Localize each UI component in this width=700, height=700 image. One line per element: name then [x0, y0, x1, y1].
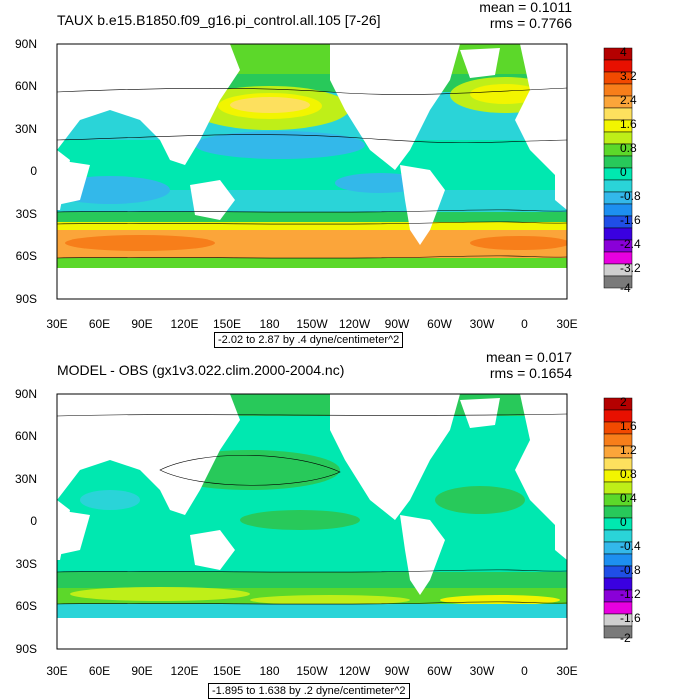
- bottom-contours: [57, 413, 567, 605]
- bottom-map-title: MODEL - OBS (gx1v3.022.clim.2000-2004.nc…: [57, 362, 345, 378]
- top-rms-value: rms = 0.7766: [489, 15, 572, 31]
- colorbar-label: -0.8: [620, 189, 641, 203]
- lat-label: 0: [30, 164, 37, 178]
- lon-label: 30W: [470, 317, 495, 331]
- colorbar-swatch: [603, 155, 633, 169]
- colorbar-swatch: [603, 47, 633, 61]
- bottom-contour-info: -1.895 to 1.638 by .2 dyne/centimeter^2: [208, 683, 410, 699]
- lon-label: 120E: [170, 317, 198, 331]
- lon-label: 0: [521, 664, 528, 678]
- colorbar-label: 1.2: [620, 443, 637, 457]
- lat-label: 60S: [16, 249, 37, 263]
- bottom-colorbar-labels: 2 1.6 1.2 0.8 0.4 0 -0.4 -0.8 -1.2 -1.6 …: [620, 395, 641, 645]
- lat-label: 90S: [16, 642, 37, 656]
- colorbar-label: 4: [620, 45, 627, 59]
- colorbar-label: -3.2: [620, 261, 641, 275]
- lat-label: 60N: [15, 429, 37, 443]
- lon-label: 30W: [470, 664, 495, 678]
- lat-label: 30N: [15, 122, 37, 136]
- top-map-title: TAUX b.e15.B1850.f09_g16.pi_control.all.…: [57, 12, 381, 28]
- lon-label: 150W: [296, 317, 328, 331]
- lon-label: 60E: [89, 317, 110, 331]
- colorbar-label: -2: [620, 631, 631, 645]
- top-map-panel: TAUX b.e15.B1850.f09_g16.pi_control.all.…: [15, 0, 641, 348]
- top-lat-axis: 90N 60N 30N 0 30S 60S 90S: [15, 37, 37, 306]
- lon-label: 90E: [131, 664, 152, 678]
- lon-label: 120E: [170, 664, 198, 678]
- top-map-plot: 90N 60N 30N 0 30S 60S 90S 30E 60E 90E 12…: [15, 37, 641, 331]
- colorbar-label: 0.4: [620, 491, 637, 505]
- colorbar-label: 3.2: [620, 69, 637, 83]
- lon-label: 90W: [385, 664, 410, 678]
- lat-label: 60S: [16, 599, 37, 613]
- lat-label: 30N: [15, 472, 37, 486]
- lon-label: 90E: [131, 317, 152, 331]
- colorbar-label: 0: [620, 515, 627, 529]
- bottom-lat-axis: 90N 60N 30N 0 30S 60S 90S: [15, 387, 37, 656]
- colorbar-label: 1.6: [620, 117, 637, 131]
- lon-label: 0: [521, 317, 528, 331]
- colorbar-swatch: [603, 505, 633, 519]
- bottom-mean-value: mean = 0.017: [485, 349, 572, 365]
- colorbar-swatch: [603, 625, 633, 639]
- top-continents: [57, 44, 567, 299]
- lat-label: 90N: [15, 387, 37, 401]
- colorbar-label: -1.2: [620, 587, 641, 601]
- colorbar-label: 1.6: [620, 419, 637, 433]
- top-colorbar-labels: 4 3.2 2.4 1.6 0.8 0 -0.8 -1.6 -2.4 -3.2 …: [620, 45, 641, 295]
- top-contours: [57, 87, 567, 259]
- lat-label: 60N: [15, 79, 37, 93]
- lat-label: 30S: [16, 557, 37, 571]
- colorbar-label: 2: [620, 395, 627, 409]
- lon-label: 30E: [46, 664, 67, 678]
- lon-label: 150E: [213, 664, 241, 678]
- bottom-map-field: [57, 394, 567, 649]
- lon-label: 150E: [213, 317, 241, 331]
- lon-label: 120W: [339, 664, 371, 678]
- colorbar-swatch: [603, 517, 633, 531]
- top-colorbar: [603, 47, 633, 289]
- colorbar-label: 0: [620, 165, 627, 179]
- colorbar-label: 2.4: [620, 93, 637, 107]
- lat-label: 90S: [16, 292, 37, 306]
- colorbar-label: 0.8: [620, 141, 637, 155]
- lon-label: 90W: [385, 317, 410, 331]
- bottom-map-plot: 90N 60N 30N 0 30S 60S 90S 30E 60E 90E 12…: [15, 387, 641, 678]
- top-map-field: [57, 44, 567, 299]
- colorbar-label: -4: [620, 281, 631, 295]
- lon-label: 60W: [427, 664, 452, 678]
- bottom-rms-value: rms = 0.1654: [489, 365, 572, 381]
- lat-label: 90N: [15, 37, 37, 51]
- lon-label: 60W: [427, 317, 452, 331]
- lon-label: 30E: [46, 317, 67, 331]
- top-lon-axis: 30E 60E 90E 120E 150E 180 150W 120W 90W …: [46, 317, 577, 331]
- colorbar-swatch: [603, 167, 633, 181]
- bottom-map-panel: MODEL - OBS (gx1v3.022.clim.2000-2004.nc…: [0, 349, 700, 700]
- colorbar-swatch: [603, 397, 633, 411]
- bottom-lon-axis: 30E 60E 90E 120E 150E 180 150W 120W 90W …: [46, 664, 577, 678]
- lon-label: 180: [259, 664, 279, 678]
- lon-label: 150W: [296, 664, 328, 678]
- colorbar-label: -0.8: [620, 563, 641, 577]
- top-contour-info: -2.02 to 2.87 by .4 dyne/centimeter^2: [214, 332, 404, 348]
- top-mean-value: mean = 0.1011: [479, 0, 572, 15]
- lon-label: 60E: [89, 664, 110, 678]
- colorbar-label: -1.6: [620, 611, 641, 625]
- colorbar-label: 0.8: [620, 467, 637, 481]
- bottom-continents: [57, 394, 567, 649]
- colorbar-label: -0.4: [620, 539, 641, 553]
- colorbar-label: -2.4: [620, 237, 641, 251]
- lon-label: 120W: [339, 317, 371, 331]
- lon-label: 30E: [556, 664, 577, 678]
- lat-label: 30S: [16, 207, 37, 221]
- lon-label: 30E: [556, 317, 577, 331]
- colorbar-label: -1.6: [620, 213, 641, 227]
- lat-label: 0: [30, 514, 37, 528]
- colorbar-swatch: [603, 275, 633, 289]
- lon-label: 180: [259, 317, 279, 331]
- bottom-colorbar: [603, 397, 633, 639]
